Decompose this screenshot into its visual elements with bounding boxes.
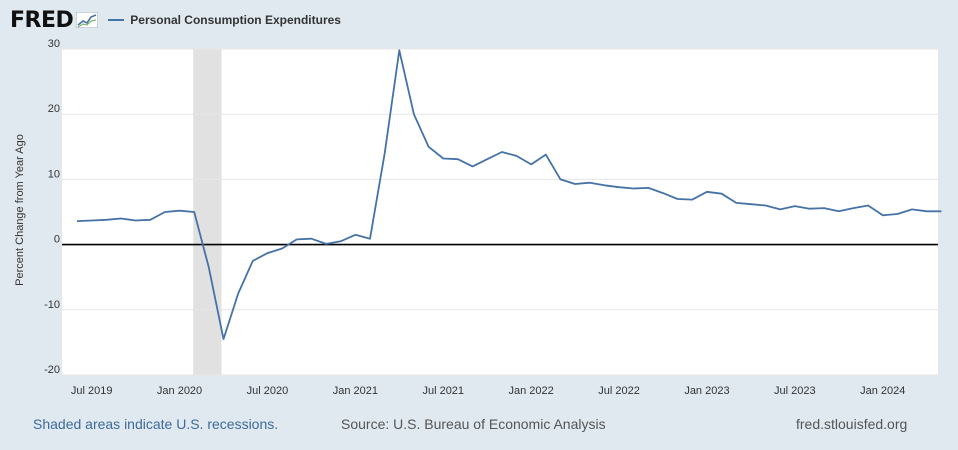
y-axis-label: Percent Change from Year Ago (14, 134, 26, 286)
x-tick-label: Jan 2023 (684, 385, 729, 397)
y-tick-label: 30 (48, 38, 60, 50)
source-text: Source: U.S. Bureau of Economic Analysis (341, 416, 606, 432)
site-link[interactable]: fred.stlouisfed.org (796, 416, 908, 432)
fred-logo[interactable]: FRED (10, 7, 74, 33)
y-tick-label: 0 (54, 234, 60, 246)
x-axis-ticks: Jul 2019 Jan 2020 Jul 2020 Jan 2021 Jul 2021… (71, 385, 906, 397)
logo-graph-icon (76, 12, 99, 28)
x-tick-label: Jan 2024 (860, 385, 905, 397)
legend-label: Personal Consumption Expenditures (130, 13, 341, 27)
recession-bands (193, 49, 222, 375)
x-tick-label: Jul 2019 (71, 385, 113, 397)
recession-note: Shaded areas indicate U.S. recessions. (33, 416, 279, 432)
y-tick-label: -20 (44, 364, 60, 376)
x-tick-label: Jan 2021 (333, 385, 378, 397)
legend-swatch (108, 19, 125, 21)
gridlines (62, 48, 938, 376)
legend[interactable]: Personal Consumption Expenditures (108, 13, 341, 27)
x-tick-label: Jul 2022 (598, 385, 640, 397)
series-line[interactable] (76, 49, 942, 341)
series-group (76, 49, 942, 341)
y-tick-label: -10 (44, 299, 60, 311)
y-tick-label: 10 (48, 168, 60, 180)
x-tick-label: Jul 2023 (774, 385, 816, 397)
x-tick-label: Jul 2021 (422, 385, 464, 397)
y-tick-label: 20 (48, 103, 60, 115)
header: FRED Personal Consumption Expenditures (10, 6, 341, 34)
recession-band (193, 49, 222, 375)
x-tick-label: Jan 2022 (509, 385, 554, 397)
y-axis-ticks: -20 -10 0 10 20 30 (44, 38, 60, 376)
x-tick-label: Jul 2020 (247, 385, 289, 397)
x-tick-label: Jan 2020 (157, 385, 202, 397)
